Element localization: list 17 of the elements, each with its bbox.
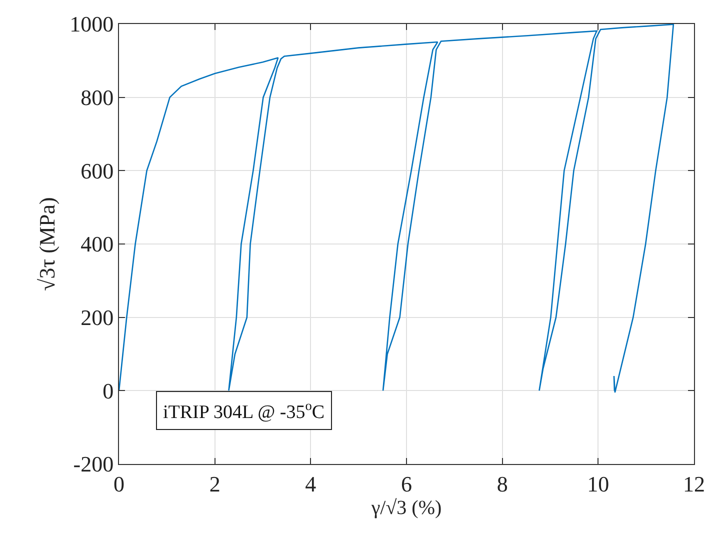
y-tick-label: 1000 <box>70 12 114 37</box>
y-tick-label: 800 <box>80 85 114 110</box>
x-tick-label: 2 <box>209 471 220 496</box>
y-tick-label: -200 <box>73 452 114 477</box>
x-tick-label: 10 <box>587 471 610 496</box>
y-axis-title: √3τ (MPa) <box>34 197 60 291</box>
line-series <box>119 24 674 394</box>
y-tick-label: 400 <box>80 232 114 257</box>
x-tick-label: 12 <box>683 471 705 496</box>
y-tick-label: 200 <box>80 305 114 330</box>
x-tick-label: 6 <box>401 471 412 496</box>
x-tick-label: 8 <box>496 471 508 496</box>
y-tick-label: 600 <box>80 158 114 184</box>
annotation: iTRIP 304L @ -35$^{o}$C <box>163 398 325 423</box>
y-tick-label: 0 <box>102 378 114 404</box>
x-tick-label: 4 <box>305 471 316 496</box>
x-axis-title: γ/√3 (%) <box>370 496 442 519</box>
